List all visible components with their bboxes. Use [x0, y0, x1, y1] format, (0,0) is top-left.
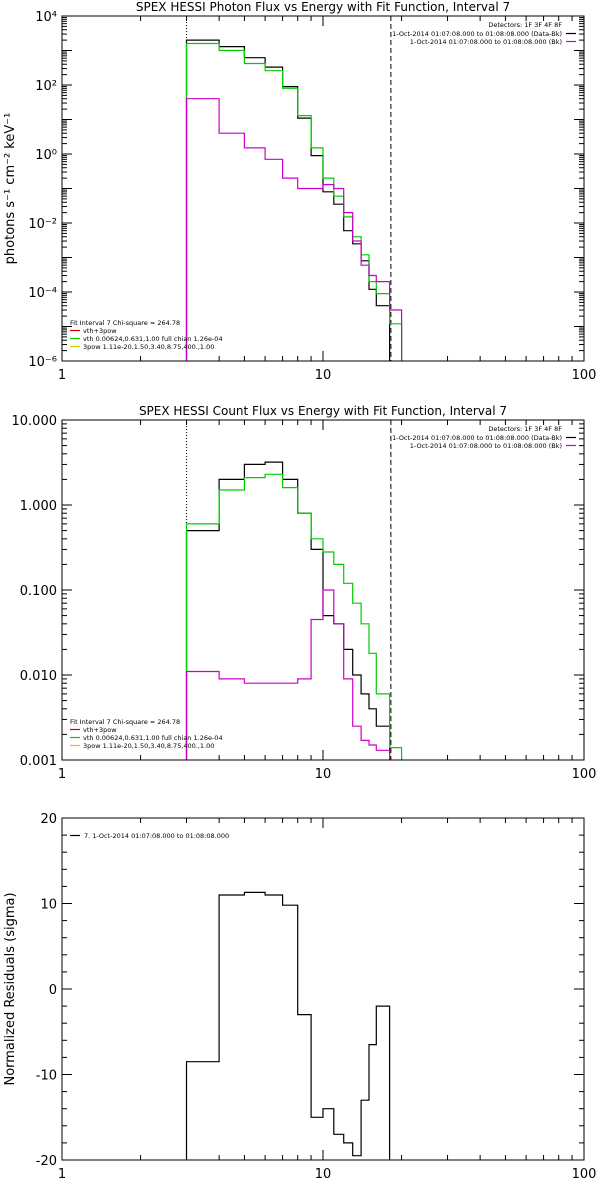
plot-frame: [61, 419, 585, 761]
x-axis-ticks: 1 10 100: [58, 420, 597, 782]
legend-entry-label: vth 0.00624,0.631,1.00 full chian 1.26e-…: [83, 335, 223, 343]
y-axis-label: Normalized Residuals (sigma): [3, 892, 18, 1085]
legend-header: Detectors: 1F 3F 4F 8F: [488, 425, 562, 433]
series-group: [185, 39, 403, 361]
legend-interval: 7. 1-Oct-2014 01:07:08.000 to 01:08:08.0…: [70, 832, 229, 840]
series-line-2: [185, 473, 403, 760]
chart-title: SPEX HESSI Count Flux vs Energy with Fit…: [139, 404, 507, 418]
chart-panel-2: SPEX HESSI Count Flux vs Energy with Fit…: [12, 404, 597, 782]
legend-entry-label: 1-Oct-2014 01:07:08.000 to 01:08:08.000 …: [392, 434, 562, 442]
series-line-1: [185, 461, 391, 760]
y-tick-label: 10⁰: [35, 148, 57, 163]
legend-entry-label: 7. 1-Oct-2014 01:07:08.000 to 01:08:08.0…: [84, 832, 229, 840]
y-tick-label: 0.100: [20, 584, 57, 599]
y-tick-label: 10⁴: [35, 10, 57, 25]
legend-detectors: Detectors: 1F 3F 4F 8F1-Oct-2014 01:07:0…: [392, 425, 576, 450]
legend-entry-label: 1-Oct-2014 01:07:08.000 to 01:08:08.000 …: [410, 38, 562, 46]
x-tick-label: 10: [315, 1167, 332, 1182]
y-tick-label: 10.000: [12, 414, 58, 429]
legend-entry-label: 1-Oct-2014 01:07:08.000 to 01:08:08.000 …: [410, 442, 562, 450]
x-tick-label: 1: [58, 767, 66, 782]
y-axis-ticks: 0.001 0.010 0.100 1.000 10.000: [12, 414, 584, 769]
chart-panel-1: SPEX HESSI Photon Flux vs Energy with Fi…: [3, 0, 596, 383]
legend-entry-label: 1-Oct-2014 01:07:08.000 to 01:08:08.000 …: [392, 30, 562, 38]
y-axis-ticks: -20 -10 0 10 20: [36, 812, 584, 1169]
y-tick-label: 1.000: [20, 499, 57, 514]
x-axis-ticks: 1 10 100: [58, 16, 597, 383]
legend-entry-label: vth+3pow: [83, 726, 117, 734]
legend-fit: Fit Interval 7 Chi-square = 264.78vth+3p…: [70, 718, 223, 750]
y-tick-label: 10⁻⁴: [28, 286, 57, 301]
y-axis-label: photons s⁻¹ cm⁻² keV⁻¹: [3, 113, 18, 265]
series-line-3: [185, 98, 403, 361]
y-tick-label: 0: [49, 983, 57, 998]
series-line-2: [185, 42, 403, 361]
y-tick-label: 10⁻⁶: [28, 355, 57, 370]
plot-frame: [61, 817, 585, 1161]
x-tick-label: 1: [58, 1167, 66, 1182]
legend-entry-label: 3pow 1.11e-20,1.50,3.40,8.75,400.,1.00: [83, 742, 214, 750]
chart-panel-3: Normalized Residuals (sigma)1 10 100-20-10…: [3, 812, 596, 1182]
x-tick-label: 100: [572, 368, 597, 383]
y-axis-ticks: 10⁻⁶ 10⁻⁴ 10⁻² 10⁰ 10² 10⁴: [28, 10, 584, 370]
y-tick-label: 10⁻²: [28, 217, 57, 232]
chart-title: SPEX HESSI Photon Flux vs Energy with Fi…: [136, 0, 510, 14]
x-tick-label: 1: [58, 368, 66, 383]
series-line-1: [185, 891, 391, 1160]
legend-entry-label: 3pow 1.11e-20,1.50,3.40,8.75,400.,1.00: [83, 343, 214, 351]
y-tick-label: 10: [40, 898, 57, 913]
x-tick-label: 100: [572, 1167, 597, 1182]
legend-entry-label: vth 0.00624,0.631,1.00 full chian 1.26e-…: [83, 734, 223, 742]
legend-entry-label: vth+3pow: [83, 327, 117, 335]
x-tick-label: 100: [572, 767, 597, 782]
x-axis-ticks: 1 10 100: [58, 818, 597, 1182]
legend-detectors: Detectors: 1F 3F 4F 8F1-Oct-2014 01:07:0…: [392, 21, 576, 46]
y-tick-label: 0.010: [20, 669, 57, 684]
x-tick-label: 10: [315, 368, 332, 383]
plot-frame: [61, 15, 585, 362]
legend-fit: Fit Interval 7 Chi-square = 264.78vth+3p…: [70, 319, 223, 351]
series-group: [185, 891, 391, 1160]
series-line-3: [185, 589, 391, 760]
y-tick-label: 0.001: [20, 754, 57, 769]
legend-header: Detectors: 1F 3F 4F 8F: [488, 21, 562, 29]
y-tick-label: -20: [36, 1154, 57, 1169]
legend-header: Fit Interval 7 Chi-square = 264.78: [70, 319, 180, 327]
x-tick-label: 10: [315, 767, 332, 782]
y-tick-label: 20: [40, 812, 57, 827]
series-group: [185, 461, 403, 760]
y-tick-label: -10: [36, 1069, 57, 1084]
y-tick-label: 10²: [35, 79, 57, 94]
legend-header: Fit Interval 7 Chi-square = 264.78: [70, 718, 180, 726]
